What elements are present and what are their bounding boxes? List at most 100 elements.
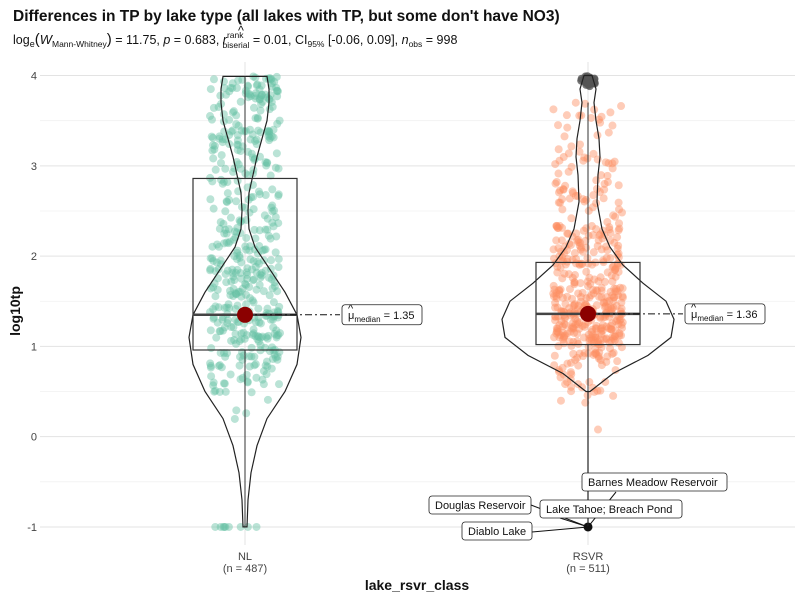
- data-point: [563, 377, 572, 386]
- data-point: [591, 324, 600, 333]
- data-point: [595, 348, 604, 357]
- data-point: [594, 352, 603, 361]
- data-point: [591, 331, 600, 340]
- data-point: [565, 337, 574, 346]
- data-point: [220, 522, 229, 531]
- data-point: [265, 95, 274, 104]
- data-point: [261, 225, 270, 234]
- data-point: [252, 522, 261, 531]
- data-point: [241, 86, 250, 95]
- data-point: [592, 225, 601, 234]
- data-point: [581, 398, 590, 407]
- data-point: [227, 277, 236, 286]
- data-point: [588, 330, 597, 339]
- median-dot: [237, 306, 253, 323]
- data-point: [603, 246, 612, 255]
- data-point: [553, 328, 562, 337]
- median-label-box: [684, 303, 766, 325]
- data-point: [593, 286, 602, 295]
- data-point: [586, 279, 595, 288]
- data-point: [555, 221, 564, 230]
- data-point: [272, 333, 281, 342]
- data-point: [614, 291, 623, 300]
- data-point: [223, 189, 232, 198]
- data-point: [572, 229, 581, 238]
- data-point: [549, 245, 558, 254]
- median-label-hat: ^: [348, 303, 354, 315]
- data-point: [228, 265, 237, 274]
- data-point: [552, 324, 561, 333]
- data-point: [611, 264, 620, 273]
- data-point: [611, 326, 620, 335]
- data-point: [255, 318, 264, 327]
- data-point: [561, 181, 570, 190]
- data-point: [229, 323, 238, 332]
- data-point: [212, 258, 221, 267]
- data-point: [592, 286, 601, 295]
- data-point: [587, 113, 596, 122]
- data-point: [592, 350, 601, 359]
- data-point: [231, 329, 240, 338]
- data-point: [254, 304, 263, 313]
- grid: [40, 62, 795, 545]
- data-point: [265, 127, 274, 136]
- data-point: [571, 355, 580, 364]
- data-point: [611, 366, 620, 375]
- data-point: [264, 273, 273, 282]
- data-point: [256, 319, 265, 328]
- data-point: [597, 245, 606, 254]
- data-point: [257, 81, 266, 90]
- data-point: [607, 336, 616, 345]
- data-point: [272, 326, 281, 335]
- data-point: [611, 317, 620, 326]
- data-point: [567, 341, 576, 350]
- data-point: [585, 378, 594, 387]
- data-point: [617, 102, 626, 111]
- data-point: [245, 90, 254, 99]
- y-tick-label: 4: [31, 71, 37, 83]
- data-point: [565, 304, 574, 313]
- data-point: [575, 241, 584, 250]
- data-point: [268, 354, 277, 363]
- data-point: [614, 241, 623, 250]
- data-point: [232, 290, 241, 299]
- data-point: [614, 249, 623, 258]
- data-point: [249, 103, 258, 112]
- data-point: [262, 370, 271, 379]
- data-point: [583, 282, 592, 291]
- data-point: [221, 270, 230, 279]
- data-point: [606, 321, 615, 330]
- data-point: [270, 282, 279, 291]
- data-point: [615, 329, 624, 338]
- data-point: [558, 363, 567, 372]
- data-point: [251, 360, 260, 369]
- data-point: [265, 347, 274, 356]
- data-point: [236, 269, 245, 278]
- data-point: [593, 386, 602, 395]
- data-point: [574, 235, 583, 244]
- data-point: [233, 301, 242, 310]
- data-point: [571, 320, 580, 329]
- data-point: [239, 351, 248, 360]
- data-point: [570, 280, 579, 289]
- median-label: μmedian = 1.36: [691, 309, 758, 323]
- data-point: [249, 329, 258, 338]
- data-point: [232, 290, 241, 299]
- data-point: [232, 406, 241, 415]
- data-point: [582, 267, 591, 276]
- data-point: [615, 331, 624, 340]
- data-point: [220, 303, 229, 312]
- data-point: [607, 271, 616, 280]
- data-point: [218, 326, 227, 335]
- data-point: [581, 236, 590, 245]
- data-point: [609, 348, 618, 357]
- data-point: [596, 313, 605, 322]
- data-point: [560, 320, 569, 329]
- data-point: [558, 293, 567, 302]
- data-point: [272, 331, 281, 340]
- data-point: [615, 219, 624, 228]
- data-point: [236, 218, 245, 227]
- data-point: [597, 343, 606, 352]
- data-point: [559, 185, 568, 194]
